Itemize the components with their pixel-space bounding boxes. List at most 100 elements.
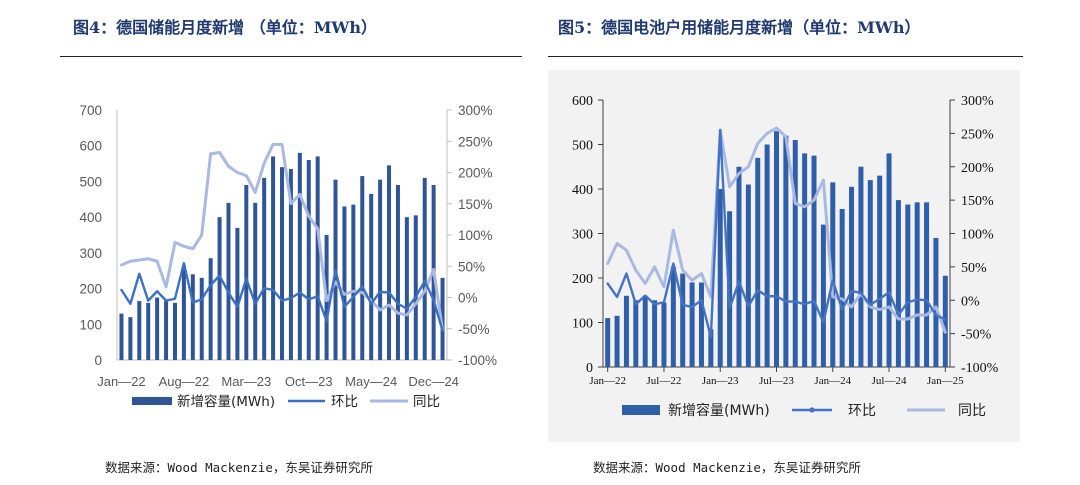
legend-item-mom: 环比 xyxy=(792,403,876,419)
left-y-tick-label: 300 xyxy=(572,228,593,243)
figure-5-source: 数据来源：Wood Mackenzie，东吴证券研究所 xyxy=(593,460,861,475)
bar-2022-05 xyxy=(642,295,648,367)
bar-2023-07 xyxy=(280,167,284,360)
x-tick-label: Jul—22 xyxy=(647,375,682,387)
bar-2022-07 xyxy=(172,302,177,360)
bar-2022-04 xyxy=(633,300,639,367)
x-tick-label: Jan—25 xyxy=(927,375,964,387)
bar-2023-01 xyxy=(717,189,723,367)
bar-2024-04 xyxy=(858,166,864,367)
right-y-tick-label: 0% xyxy=(458,291,478,306)
bar-2022-06 xyxy=(652,300,658,367)
bar-2024-04 xyxy=(360,176,365,360)
legend-label-yoy: 同比 xyxy=(413,394,440,410)
bar-2023-03 xyxy=(244,185,249,360)
bar-2024-08 xyxy=(895,200,901,367)
right-y-tick-label: 200% xyxy=(961,161,994,176)
bar-2022-08 xyxy=(181,265,186,360)
bar-2024-03 xyxy=(849,186,855,367)
bar-2023-01 xyxy=(226,202,231,360)
bar-2023-08 xyxy=(783,135,789,367)
bar-2022-02 xyxy=(614,315,620,367)
bar-2022-03 xyxy=(137,301,142,360)
right-y-tick-label: 100% xyxy=(458,228,493,243)
bar-2024-01 xyxy=(830,182,836,367)
legend-swatch-capacity xyxy=(132,397,172,405)
bar-2024-11 xyxy=(422,177,427,360)
right-y-tick-label: -50% xyxy=(961,328,992,343)
bar-2022-04 xyxy=(146,302,151,360)
mom-line xyxy=(120,261,444,332)
bar-2024-09 xyxy=(905,204,911,367)
right-y-tick-label: 0% xyxy=(961,294,980,309)
bar-2024-02 xyxy=(839,209,845,367)
bar-2022-01 xyxy=(605,318,611,367)
bar-2022-03 xyxy=(623,295,629,367)
right-y-tick-label: 300% xyxy=(961,94,994,109)
figure-5-chart: 0 100 200 300 400 500 600 -100% -50% 0% 50% 100% 150… xyxy=(548,70,1020,442)
bar-2024-05 xyxy=(369,193,374,360)
legend-label-capacity: 新增容量(MWh) xyxy=(668,402,770,419)
bar-2023-09 xyxy=(792,140,798,367)
x-tick-label: Mar—23 xyxy=(221,374,271,389)
figure-4-title: 图4：德国储能月度新增 （单位：MWh） xyxy=(73,18,378,37)
legend-item-yoy: 同比 xyxy=(907,403,986,419)
bar-2024-10 xyxy=(914,202,920,367)
bar-2023-08 xyxy=(288,168,293,360)
x-tick-label: Aug—22 xyxy=(159,374,210,389)
x-tick-label: Jul—23 xyxy=(759,375,794,387)
x-tick-label: May—24 xyxy=(345,374,397,389)
bar-2022-06 xyxy=(164,301,169,360)
bar-2022-08 xyxy=(670,266,676,367)
left-y-tick-label: 600 xyxy=(79,139,102,154)
right-y-tick-label: 100% xyxy=(961,228,994,243)
left-y-tick-label: 100 xyxy=(79,317,102,332)
right-y-tick-label: 250% xyxy=(458,134,493,149)
capacity-bars xyxy=(119,152,445,360)
bar-2023-12 xyxy=(820,224,826,367)
figure-4-source: 数据来源：Wood Mackenzie，东吴证券研究所 xyxy=(105,460,373,475)
legend-swatch-capacity xyxy=(622,405,660,415)
right-y-tick-label: -100% xyxy=(458,353,497,368)
bar-2024-02 xyxy=(342,206,347,360)
x-tick-label: Oct—23 xyxy=(285,374,333,389)
bar-2024-03 xyxy=(351,204,356,360)
x-tick-label: Dec—24 xyxy=(408,374,459,389)
left-y-tick-label: 700 xyxy=(79,103,102,118)
bar-2023-07 xyxy=(774,131,779,367)
bar-2025-01 xyxy=(440,277,445,360)
bar-2022-09 xyxy=(680,273,686,367)
bar-2022-10 xyxy=(199,277,204,360)
legend-label-mom: 环比 xyxy=(331,394,358,410)
left-y-tick-label: 400 xyxy=(572,183,593,198)
bar-2024-06 xyxy=(378,179,383,360)
bar-2025-01 xyxy=(942,275,948,367)
bar-2024-05 xyxy=(867,180,873,367)
bar-2023-06 xyxy=(764,144,770,367)
legend-label-capacity: 新增容量(MWh) xyxy=(177,393,275,410)
bar-2023-11 xyxy=(811,155,817,367)
bar-2023-09 xyxy=(297,152,302,360)
yoy-line xyxy=(606,126,947,334)
bar-2023-11 xyxy=(315,156,320,360)
bar-2022-09 xyxy=(190,274,195,360)
mom-line xyxy=(606,128,947,339)
right-y-tick-label: 150% xyxy=(961,194,994,209)
right-y-tick-label: -50% xyxy=(458,322,490,337)
x-tick-label: Jan—22 xyxy=(97,374,145,389)
bar-2024-06 xyxy=(877,175,883,367)
legend-label-yoy: 同比 xyxy=(958,403,986,419)
bar-2024-12 xyxy=(933,237,939,367)
figure-5-title-rule xyxy=(548,56,1023,57)
bar-2024-07 xyxy=(387,165,392,360)
x-tick-label: Jul—24 xyxy=(872,375,907,387)
bar-2022-07 xyxy=(661,302,667,367)
legend-item-yoy: 同比 xyxy=(370,394,440,410)
left-y-tick-label: 500 xyxy=(572,139,593,154)
bar-2023-10 xyxy=(802,153,808,367)
left-y-tick-label: 600 xyxy=(572,94,593,109)
bar-2023-06 xyxy=(271,156,276,360)
legend-item-capacity: 新增容量(MWh) xyxy=(622,402,770,419)
right-y-tick-label: 250% xyxy=(961,127,994,142)
bar-2022-12 xyxy=(217,217,222,360)
